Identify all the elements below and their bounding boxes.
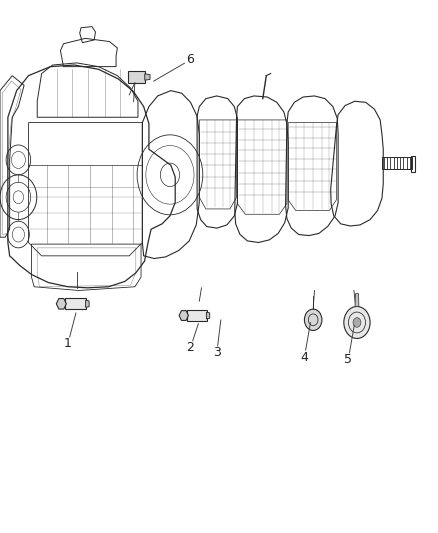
Polygon shape — [145, 74, 150, 80]
Text: 1: 1 — [64, 337, 72, 350]
Text: 5: 5 — [344, 353, 352, 366]
Polygon shape — [187, 310, 207, 321]
Polygon shape — [65, 298, 86, 309]
Circle shape — [353, 318, 361, 327]
Polygon shape — [206, 312, 210, 319]
Polygon shape — [57, 298, 66, 309]
Polygon shape — [355, 294, 359, 306]
Text: 6: 6 — [187, 53, 194, 66]
Text: 3: 3 — [213, 346, 221, 359]
Text: 2: 2 — [187, 341, 194, 354]
Circle shape — [304, 309, 322, 330]
Bar — [411, 156, 415, 172]
Polygon shape — [85, 300, 89, 308]
Text: 4: 4 — [300, 351, 308, 364]
Circle shape — [344, 306, 370, 338]
Polygon shape — [128, 71, 145, 83]
Polygon shape — [179, 311, 188, 320]
